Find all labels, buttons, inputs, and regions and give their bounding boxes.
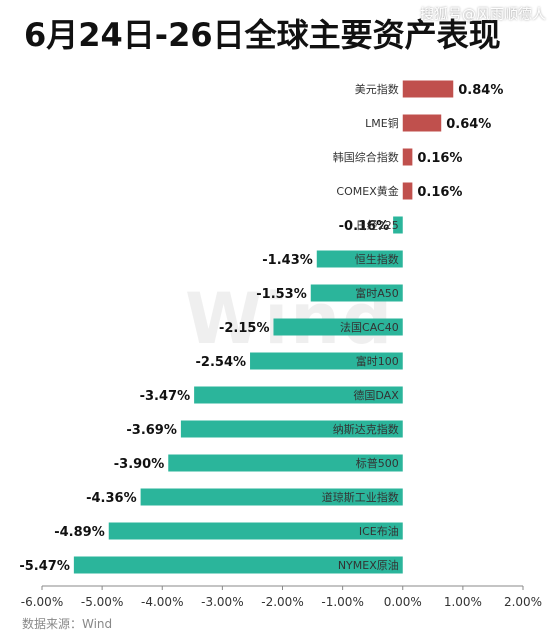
bar: [140, 488, 403, 506]
category-label: 标普500: [356, 456, 399, 470]
category-label: 富时100: [356, 354, 399, 368]
value-label: 0.84%: [458, 83, 503, 98]
value-label: 0.16%: [417, 185, 462, 200]
value-label: -2.15%: [219, 321, 270, 336]
bar: [316, 250, 403, 268]
chart-title: 6月24日-26日全球主要资产表现: [24, 16, 501, 54]
x-tick-label: -3.00%: [201, 595, 243, 609]
category-label: ICE布油: [359, 524, 399, 538]
category-label: LME铜: [365, 116, 399, 130]
bar-chart: 0.84% 美元指数 0.64% LME铜 0.16% 韩国综合指数 0.16% COMEX黄…: [19, 80, 542, 609]
x-tick-label: 1.00%: [444, 595, 482, 609]
bar: [402, 114, 442, 132]
value-label: -4.89%: [54, 525, 105, 540]
bar: [402, 148, 413, 166]
category-label: NYMEX原油: [338, 558, 399, 572]
value-label: -3.90%: [114, 457, 165, 472]
bar: [402, 80, 454, 98]
bar: [194, 386, 403, 404]
value-label: -0.16%: [339, 219, 390, 234]
x-tick-label: -6.00%: [21, 595, 63, 609]
x-tick-label: 0.00%: [384, 595, 422, 609]
category-label: 富时A50: [355, 286, 399, 300]
x-tick-label: 2.00%: [504, 595, 542, 609]
value-label: -1.53%: [256, 287, 307, 302]
category-label: 纳斯达克指数: [333, 422, 399, 436]
x-tick-label: -1.00%: [321, 595, 363, 609]
value-label: -5.47%: [19, 559, 70, 574]
value-label: -3.47%: [140, 389, 191, 404]
bar: [180, 420, 403, 438]
value-label: -3.69%: [126, 423, 177, 438]
value-label: -1.43%: [262, 253, 313, 268]
bar: [250, 352, 403, 370]
bar: [168, 454, 403, 472]
x-tick-label: -5.00%: [81, 595, 123, 609]
bar: [310, 284, 403, 302]
x-tick-label: -2.00%: [261, 595, 303, 609]
category-label: 道琼斯工业指数: [322, 490, 399, 504]
category-label: 恒生指数: [355, 252, 399, 266]
source-note: 数据来源：Wind: [22, 617, 113, 631]
bar: [108, 522, 403, 540]
value-label: 0.64%: [446, 117, 491, 132]
category-label: 韩国综合指数: [333, 150, 399, 164]
value-label: -2.54%: [196, 355, 247, 370]
bar: [402, 182, 413, 200]
category-label: 德国DAX: [353, 388, 399, 402]
category-label: 日经225: [356, 219, 399, 232]
category-label: COMEX黄金: [336, 184, 398, 198]
bar: [393, 216, 403, 234]
value-label: 0.16%: [417, 151, 462, 166]
bar: [273, 318, 403, 336]
category-label: 法国CAC40: [340, 320, 399, 334]
category-label: 美元指数: [355, 82, 399, 96]
value-label: -4.36%: [86, 491, 137, 506]
bar: [73, 556, 403, 574]
watermark: 搜狐号@风雨顺德人: [420, 7, 546, 23]
x-tick-label: -4.00%: [141, 595, 183, 609]
